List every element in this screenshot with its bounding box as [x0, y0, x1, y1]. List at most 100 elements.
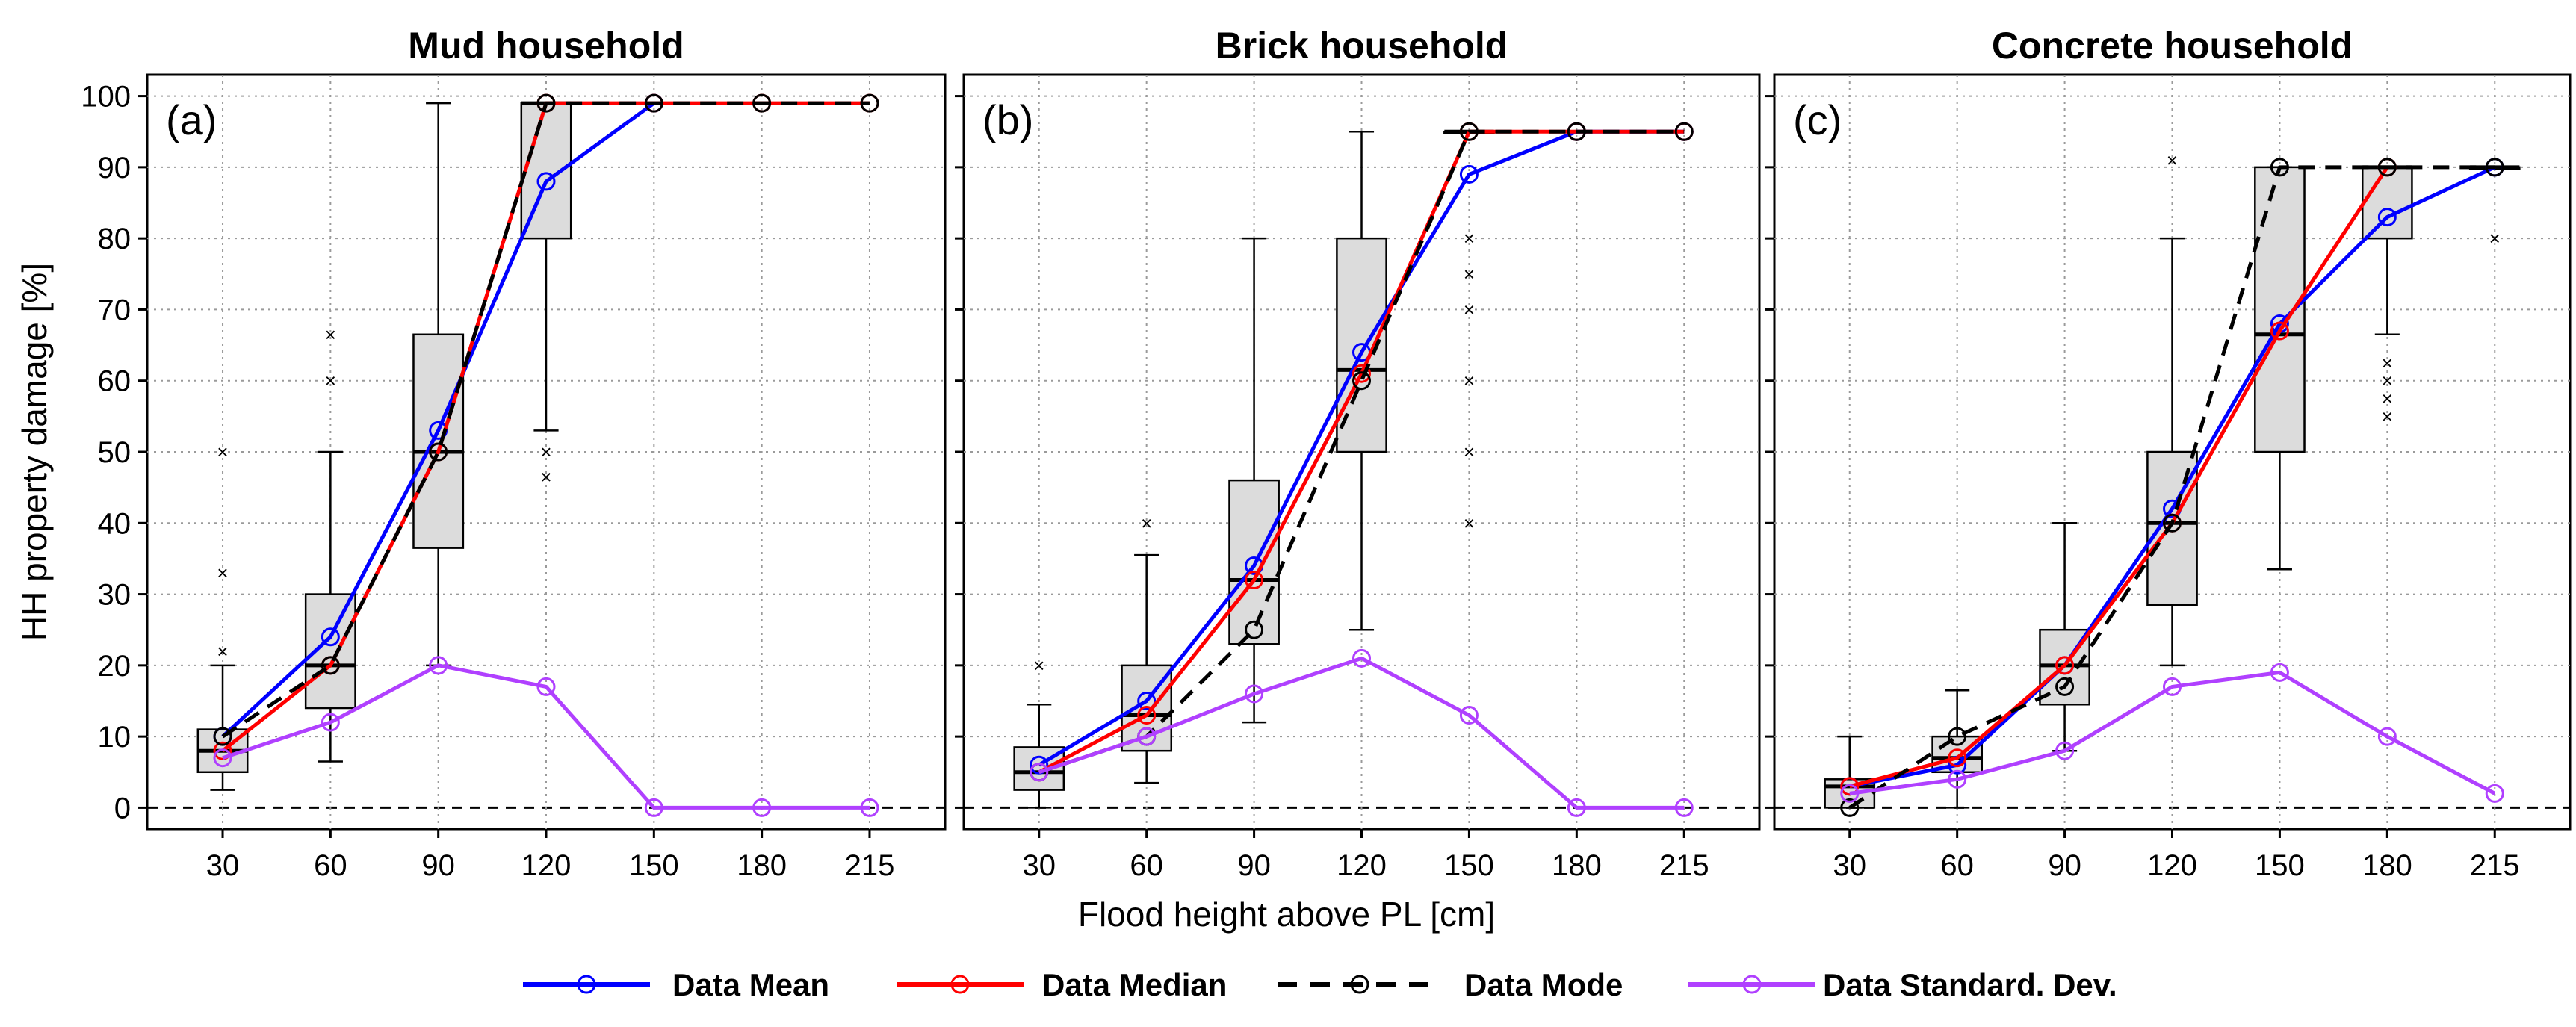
series-point	[1245, 684, 1264, 704]
x-tick-label: 30	[206, 849, 240, 882]
series-point	[536, 93, 556, 113]
panel-1: 0 10 20 30 40 50 60 70 80 90 100 30 60 90 120 150 180 215…	[81, 25, 947, 882]
legend-marker	[577, 975, 596, 994]
x-tick-label: 215	[2470, 849, 2520, 882]
outlier-marker: ×	[1464, 263, 1475, 285]
box-iqr	[2254, 166, 2306, 453]
series-point	[752, 93, 772, 113]
outlier-marker: ×	[1464, 370, 1475, 392]
boxplot-box	[2361, 165, 2413, 336]
panel-label: (b)	[982, 96, 1033, 143]
panel-label: (c)	[1793, 96, 1842, 143]
series-point	[429, 656, 448, 675]
x-axis-title: Flood height above PL [cm]	[1078, 895, 1495, 934]
legend-marker	[950, 975, 970, 994]
series-point	[2055, 677, 2075, 696]
x-tick-label: 150	[1444, 849, 1494, 882]
outlier-marker: ×	[2382, 388, 2393, 410]
outlier-marker: ×	[217, 640, 228, 663]
x-tick-label: 180	[1552, 849, 1602, 882]
outlier-marker: ×	[2382, 405, 2393, 427]
x-tick-label: 215	[845, 849, 895, 882]
series-point	[213, 748, 232, 768]
series-point	[2270, 321, 2289, 341]
x-tick-label: 150	[2255, 849, 2305, 882]
legend-marker	[1350, 975, 1369, 994]
series-point	[1674, 122, 1694, 141]
legend-label: Data Median	[1042, 967, 1227, 1002]
series-point	[860, 93, 879, 113]
series-point	[2270, 663, 2289, 682]
series-point	[752, 798, 772, 817]
series-point	[213, 741, 232, 760]
outlier-marker: ×	[540, 465, 551, 488]
series-point	[1459, 122, 1479, 141]
series-point	[1352, 648, 1371, 668]
series-point	[1245, 620, 1264, 639]
y-tick-label: 50	[98, 436, 131, 469]
series-point	[2485, 784, 2504, 803]
x-tick-label: 90	[1237, 849, 1271, 882]
boxplot-box	[412, 102, 465, 667]
series-point	[1352, 371, 1371, 391]
boxplot-box	[1931, 689, 1984, 809]
outlier-marker: ×	[217, 562, 228, 584]
outlier-marker: ×	[1464, 227, 1475, 249]
series-point	[1137, 691, 1157, 710]
x-tick-label: 120	[521, 849, 572, 882]
y-tick-label: 80	[98, 223, 131, 255]
legend: Data Mean Data Median Data Mode Data Standa…	[523, 967, 2117, 1002]
series-point	[321, 713, 340, 732]
x-tick-label: 60	[1940, 849, 1974, 882]
x-tick-label: 120	[1337, 849, 1387, 882]
series-point	[2377, 727, 2397, 746]
series-line-data-mode	[1848, 165, 2495, 810]
outlier-marker: ×	[325, 370, 336, 392]
series-point	[1674, 798, 1694, 817]
y-tick-label: 100	[81, 81, 131, 114]
series-line-data-median	[1849, 166, 2389, 789]
panel-title: Mud household	[408, 25, 684, 66]
series-point	[1840, 777, 1860, 796]
series-point	[1030, 755, 1049, 775]
x-tick-label: 180	[737, 849, 787, 882]
legend-label: Data Standard. Dev.	[1823, 967, 2117, 1002]
series-line-data-mean	[221, 102, 655, 738]
series-point	[2485, 158, 2504, 177]
series-point	[1948, 748, 1967, 768]
legend-label: Data Mode	[1464, 967, 1623, 1002]
y-axis-title: HH property damage [%]	[15, 263, 54, 641]
outlier-marker: ×	[540, 441, 551, 463]
series-point	[1245, 571, 1264, 590]
outlier-marker: ×	[2382, 370, 2393, 392]
series-point	[1137, 727, 1157, 746]
x-tick-label: 60	[1130, 849, 1163, 882]
series-point	[2055, 656, 2075, 675]
series-point	[1567, 798, 1586, 817]
series-point	[1840, 784, 1860, 803]
series-point	[644, 93, 663, 113]
y-tick-label: 10	[98, 721, 131, 754]
series-point	[1137, 706, 1157, 725]
series-point	[429, 442, 448, 462]
outlier-marker: ×	[1464, 512, 1475, 534]
series-point	[1459, 706, 1479, 725]
series-line-data-standard-dev-	[1038, 656, 1685, 810]
panel-label: (a)	[166, 96, 217, 143]
y-tick-label: 60	[98, 365, 131, 398]
x-tick-label: 215	[1659, 849, 1709, 882]
x-tick-label: 60	[314, 849, 347, 882]
series-point	[1948, 727, 1967, 746]
x-tick-label: 150	[629, 849, 679, 882]
y-tick-label: 40	[98, 507, 131, 540]
series-point	[1459, 164, 1479, 184]
x-tick-label: 90	[2048, 849, 2081, 882]
series-point	[536, 172, 556, 191]
series-point	[2377, 158, 2397, 177]
series-point	[2163, 513, 2182, 533]
series-point	[2270, 158, 2289, 177]
series-point	[1030, 763, 1049, 782]
outlier-marker: ×	[325, 323, 336, 346]
x-tick-label: 30	[1022, 849, 1056, 882]
series-point	[2163, 677, 2182, 696]
